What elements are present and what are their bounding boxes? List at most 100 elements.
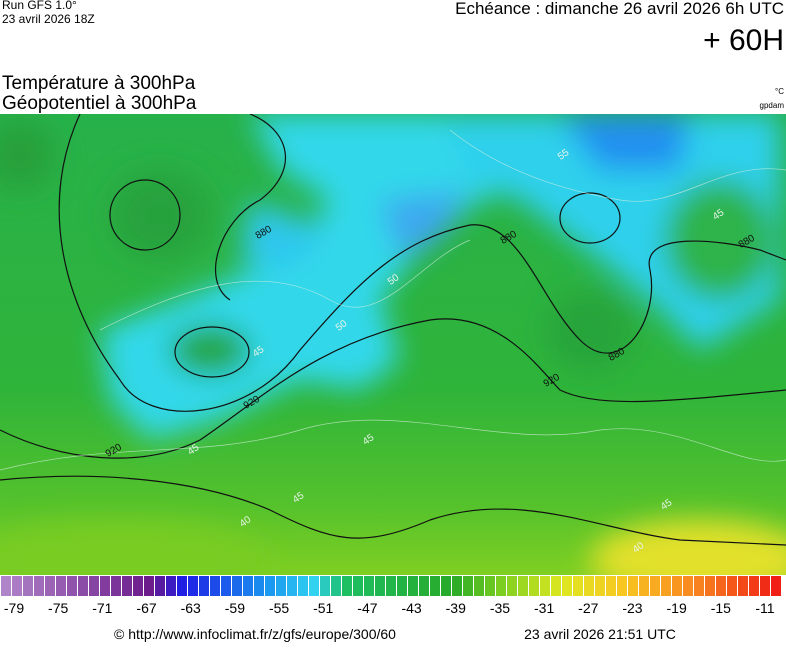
colorbar-swatch bbox=[573, 576, 583, 596]
colorbar-swatch bbox=[496, 576, 506, 596]
colorbar-swatch bbox=[56, 576, 66, 596]
colorbar-label: -71 bbox=[92, 600, 112, 616]
colorbar-swatch bbox=[67, 576, 77, 596]
colorbar-swatch bbox=[232, 576, 242, 596]
colorbar-label: -79 bbox=[4, 600, 24, 616]
colorbar-swatch bbox=[221, 576, 231, 596]
colorbar-swatch bbox=[320, 576, 330, 596]
colorbar-label: -39 bbox=[446, 600, 466, 616]
colorbar-swatch bbox=[210, 576, 220, 596]
colorbar-label: -55 bbox=[269, 600, 289, 616]
colorbar-swatch bbox=[375, 576, 385, 596]
colorbar-swatch bbox=[364, 576, 374, 596]
colorbar-swatch bbox=[716, 576, 726, 596]
colorbar-swatch bbox=[331, 576, 341, 596]
colorbar-swatch bbox=[507, 576, 517, 596]
colorbar-swatch bbox=[133, 576, 143, 596]
colorbar-swatch bbox=[705, 576, 715, 596]
colorbar-swatch bbox=[353, 576, 363, 596]
title-temperature: Température à 300hPa bbox=[2, 73, 196, 94]
colorbar-swatch bbox=[199, 576, 209, 596]
colorbar-swatch bbox=[518, 576, 528, 596]
colorbar-swatch bbox=[298, 576, 308, 596]
colorbar-swatch bbox=[12, 576, 22, 596]
colorbar-swatch bbox=[309, 576, 319, 596]
colorbar-label: -63 bbox=[181, 600, 201, 616]
colorbar-label: -35 bbox=[490, 600, 510, 616]
colorbar-label: -75 bbox=[48, 600, 68, 616]
colorbar-swatch bbox=[595, 576, 605, 596]
colorbar-swatch bbox=[562, 576, 572, 596]
colorbar-swatch bbox=[166, 576, 176, 596]
footer-url: © http://www.infoclimat.fr/z/gfs/europe/… bbox=[114, 626, 396, 642]
colorbar-swatch bbox=[45, 576, 55, 596]
colorbar-swatch bbox=[694, 576, 704, 596]
temperature-field bbox=[0, 114, 786, 575]
colorbar-swatch bbox=[650, 576, 660, 596]
title-geopotential: Géopotentiel à 300hPa bbox=[2, 93, 197, 114]
colorbar-swatch bbox=[474, 576, 484, 596]
colorbar-label: -59 bbox=[225, 600, 245, 616]
colorbar-swatch bbox=[639, 576, 649, 596]
colorbar-swatch bbox=[287, 576, 297, 596]
colorbar-swatch bbox=[386, 576, 396, 596]
unit-geopotential: gpdam bbox=[760, 101, 785, 110]
colorbar-swatch bbox=[265, 576, 275, 596]
colorbar-swatch bbox=[177, 576, 187, 596]
colorbar-swatch bbox=[254, 576, 264, 596]
colorbar-swatch bbox=[672, 576, 682, 596]
colorbar-swatch bbox=[188, 576, 198, 596]
colorbar-swatch bbox=[749, 576, 759, 596]
colorbar-label: -27 bbox=[578, 600, 598, 616]
map: 880 880 8808809209209205055454545404540454… bbox=[0, 114, 786, 575]
colorbar-swatch bbox=[617, 576, 627, 596]
colorbar-swatch bbox=[342, 576, 352, 596]
colorbar-swatch bbox=[408, 576, 418, 596]
temperature-contours bbox=[0, 129, 786, 471]
colorbar-swatch bbox=[111, 576, 121, 596]
colorbar-swatch bbox=[89, 576, 99, 596]
colorbar-swatch bbox=[463, 576, 473, 596]
colorbar: -79 -75 -71 -67 -63 -59 -55 -51 -47 -43 -39 -35 -31 -… bbox=[1, 576, 781, 616]
colorbar-swatch bbox=[661, 576, 671, 596]
colorbar-swatch bbox=[155, 576, 165, 596]
colorbar-swatch bbox=[683, 576, 693, 596]
echeance: Echéance : dimanche 26 avril 2026 6h UTC bbox=[455, 0, 784, 18]
colorbar-label: -31 bbox=[534, 600, 554, 616]
colorbar-swatch bbox=[727, 576, 737, 596]
footer-date: 23 avril 2026 21:51 UTC bbox=[524, 626, 676, 642]
colorbar-swatch bbox=[122, 576, 132, 596]
colorbar-swatch bbox=[34, 576, 44, 596]
colorbar-swatch bbox=[452, 576, 462, 596]
colorbar-label: -51 bbox=[313, 600, 333, 616]
colorbar-label: -67 bbox=[136, 600, 156, 616]
run-label: Run GFS 1.0° bbox=[2, 0, 77, 12]
colorbar-swatch bbox=[540, 576, 550, 596]
colorbar-label: -23 bbox=[622, 600, 642, 616]
colorbar-swatch bbox=[144, 576, 154, 596]
colorbar-swatch bbox=[430, 576, 440, 596]
run-date: 23 avril 2026 18Z bbox=[2, 12, 95, 26]
colorbar-swatch bbox=[78, 576, 88, 596]
colorbar-swatch bbox=[1, 576, 11, 596]
colorbar-swatch bbox=[243, 576, 253, 596]
colorbar-swatch bbox=[606, 576, 616, 596]
lead-time: + 60H bbox=[703, 24, 784, 57]
colorbar-swatch bbox=[485, 576, 495, 596]
colorbar-swatch bbox=[771, 576, 781, 596]
colorbar-swatch bbox=[23, 576, 33, 596]
colorbar-swatch bbox=[276, 576, 286, 596]
colorbar-swatch bbox=[419, 576, 429, 596]
colorbar-swatch bbox=[584, 576, 594, 596]
colorbar-swatch bbox=[628, 576, 638, 596]
colorbar-swatch bbox=[529, 576, 539, 596]
colorbar-label: -15 bbox=[711, 600, 731, 616]
colorbar-swatch bbox=[100, 576, 110, 596]
colorbar-label: -43 bbox=[401, 600, 421, 616]
colorbar-label: -11 bbox=[755, 600, 774, 616]
colorbar-label: -47 bbox=[357, 600, 377, 616]
colorbar-swatch bbox=[738, 576, 748, 596]
unit-temperature: °C bbox=[775, 87, 784, 96]
colorbar-swatch bbox=[397, 576, 407, 596]
